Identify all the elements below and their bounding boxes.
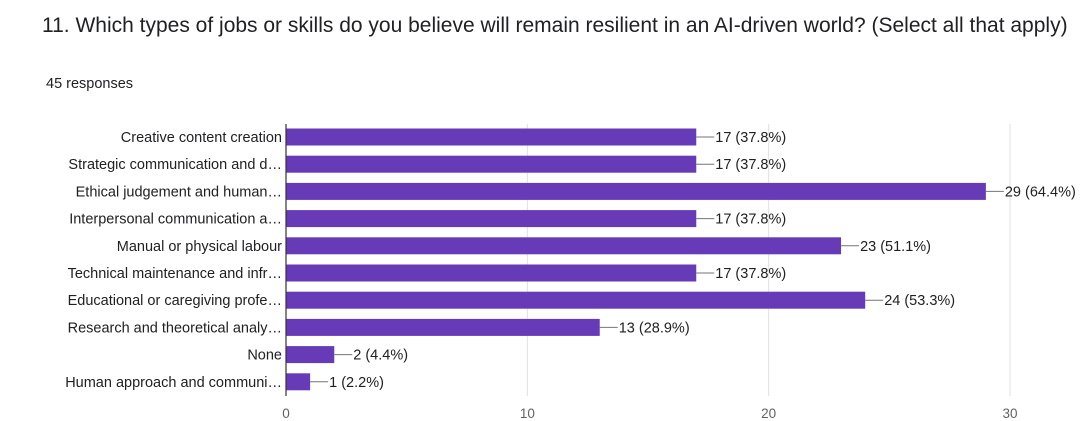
bar-9 (286, 373, 311, 391)
category-label: Interpersonal communication a… (69, 212, 282, 228)
bar-5 (286, 264, 697, 282)
value-label: 1 (2.2%) (329, 375, 384, 391)
category-label: Manual or physical labour (117, 239, 282, 255)
value-label: 24 (53.3%) (884, 293, 955, 309)
bar-8 (286, 346, 335, 364)
value-label: 2 (4.4%) (353, 348, 408, 364)
category-label: None (247, 348, 282, 364)
value-label: 17 (37.8%) (715, 266, 786, 282)
value-label: 23 (51.1%) (860, 239, 931, 255)
bar-3 (286, 210, 697, 228)
bar-4 (286, 237, 842, 255)
category-label: Creative content creation (121, 130, 282, 146)
category-label: Strategic communication and d… (68, 157, 282, 173)
x-tick-label: 30 (1002, 406, 1017, 421)
value-label: 17 (37.8%) (715, 212, 786, 228)
value-label: 17 (37.8%) (715, 130, 786, 146)
category-label: Technical maintenance and infr… (68, 266, 282, 282)
category-label: Ethical judgement and human… (76, 184, 282, 200)
category-label: Educational or caregiving profe… (68, 293, 282, 309)
value-label: 29 (64.4%) (1005, 184, 1076, 200)
question-title: 11. Which types of jobs or skills do you… (42, 14, 1068, 37)
category-label: Human approach and communi… (65, 375, 282, 391)
bar-0 (286, 128, 697, 146)
x-tick-label: 10 (520, 406, 535, 421)
bar-6 (286, 291, 866, 309)
bar-1 (286, 155, 697, 173)
x-tick-label: 0 (282, 406, 290, 421)
value-label: 17 (37.8%) (715, 157, 786, 173)
bar-7 (286, 318, 600, 336)
bar-2 (286, 182, 986, 200)
category-label: Research and theoretical analy… (68, 320, 282, 336)
value-label: 13 (28.9%) (619, 320, 690, 336)
response-count: 45 responses (46, 76, 134, 92)
x-tick-label: 20 (761, 406, 776, 421)
